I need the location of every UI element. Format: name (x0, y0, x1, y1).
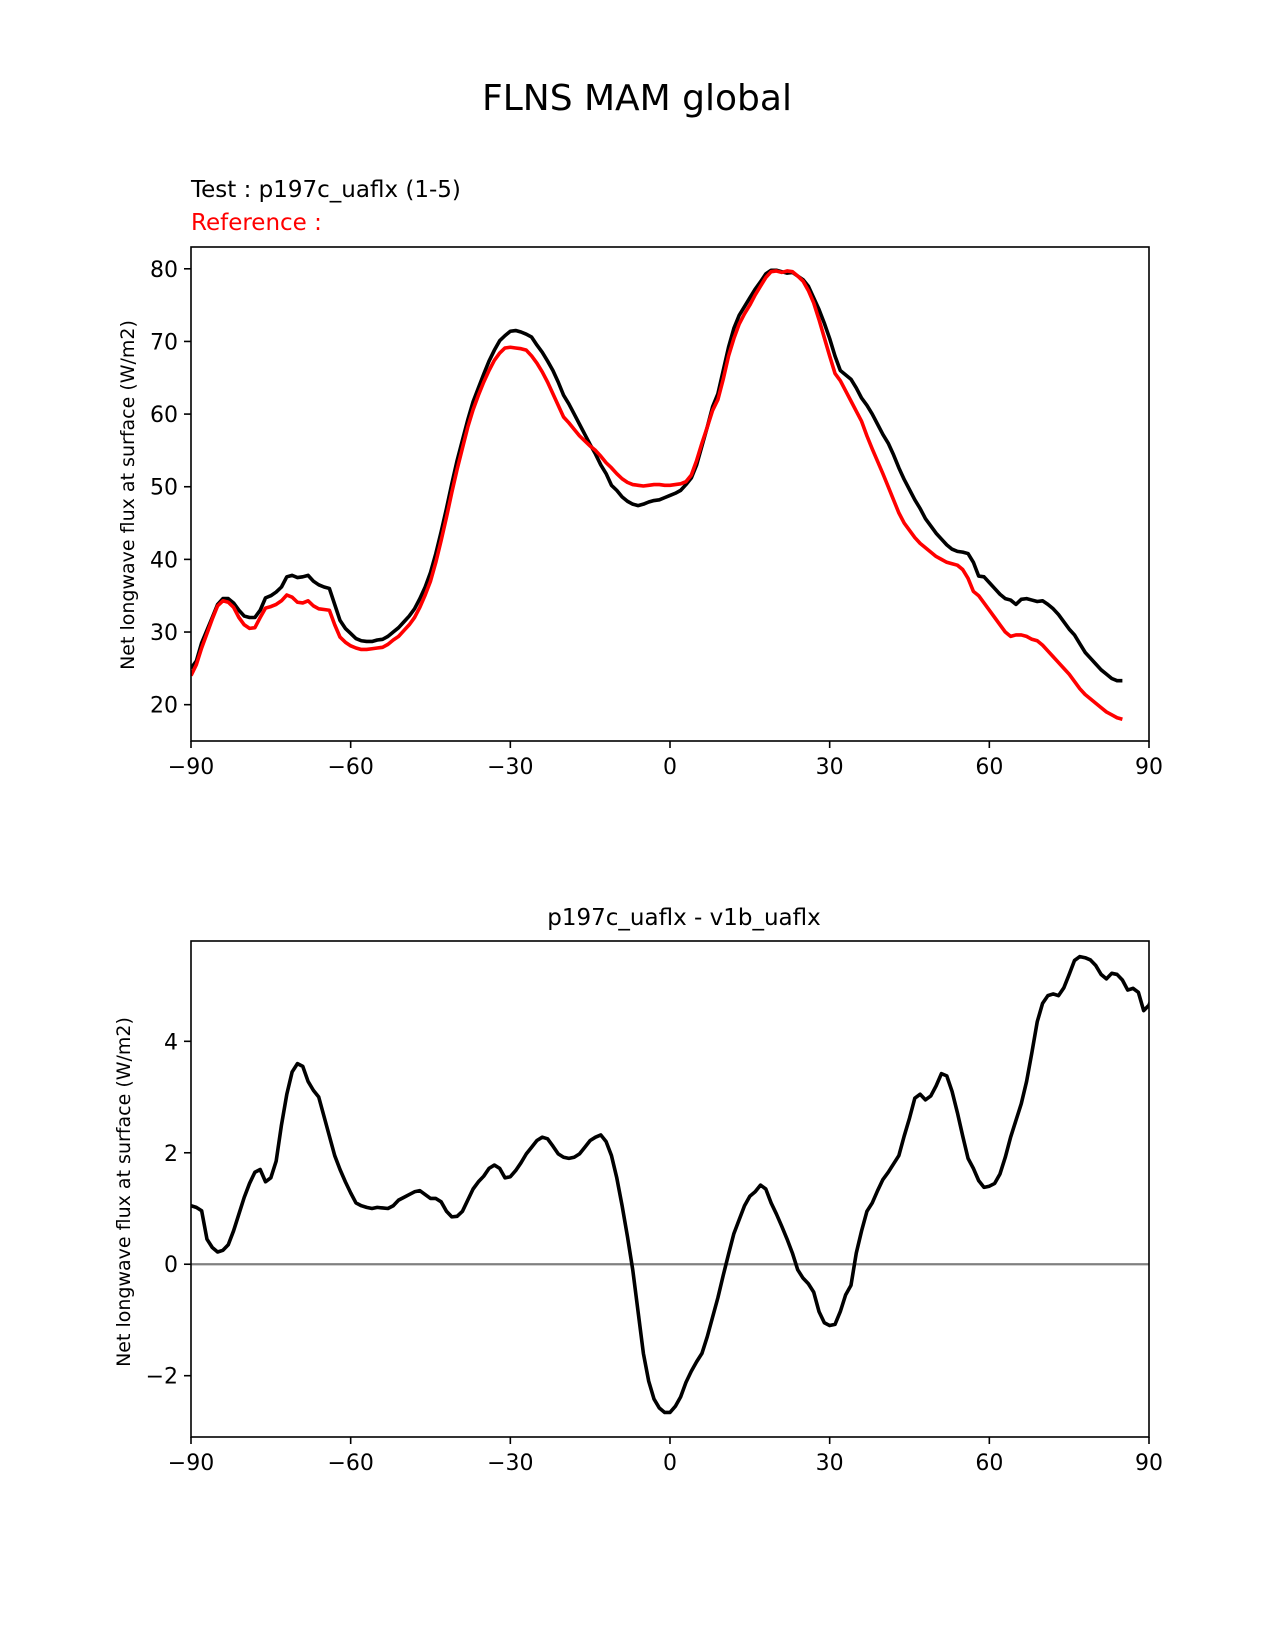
bottom-xtick-label: 0 (663, 1451, 677, 1476)
bottom-series-line-0 (191, 954, 1149, 1415)
bottom-ytick-label: −2 (146, 1365, 178, 1390)
top-xtick-label: −30 (487, 755, 533, 780)
bottom-xtick-label: −90 (168, 1451, 214, 1476)
bottom-xtick-label: 90 (1135, 1451, 1163, 1476)
top-xtick-label: 30 (816, 755, 844, 780)
top-ylabel: Net longwave flux at surface (W/m2) (117, 320, 139, 670)
bottom-ytick-label: 4 (164, 1030, 178, 1055)
bottom-ytick-label: 2 (164, 1142, 178, 1167)
top-series-line-0 (191, 268, 1123, 683)
bottom-xtick-label: 60 (975, 1451, 1003, 1476)
top-ytick-label: 30 (150, 621, 178, 646)
top-series-line-1 (191, 269, 1123, 721)
top-ytick-label: 40 (150, 548, 178, 573)
bottom-ytick-label: 0 (164, 1253, 178, 1278)
top-ytick-label: 20 (150, 694, 178, 719)
bottom-chart: p197c_uaflx - v1b_uaflx Net longwave flu… (113, 905, 1163, 1476)
bottom-plot-area: −90 −60 −30 0 30 60 90 −2 0 2 4 (146, 940, 1163, 1476)
top-plot-area: −90 −60 −30 0 30 60 90 20 30 40 50 60 70 80 (150, 246, 1163, 780)
reference-header: Reference : (191, 210, 322, 236)
top-chart: Test : p197c_uaflx (1-5) Reference : Net… (117, 177, 1163, 780)
bottom-xtick-label: 30 (816, 1451, 844, 1476)
top-xtick-label: 90 (1135, 755, 1163, 780)
bottom-ylabel: Net longwave flux at surface (W/m2) (113, 1017, 135, 1367)
top-xtick-label: −90 (168, 755, 214, 780)
top-ytick-label: 50 (150, 476, 178, 501)
top-ytick-label: 60 (150, 403, 178, 428)
top-ytick-label: 70 (150, 330, 178, 355)
bottom-frame (190, 940, 1150, 1438)
top-ytick-label: 80 (150, 258, 178, 283)
figure-title: FLNS MAM global (482, 78, 792, 119)
bottom-xtick-label: −30 (487, 1451, 533, 1476)
top-xtick-label: 60 (975, 755, 1003, 780)
bottom-title: p197c_uaflx - v1b_uaflx (547, 905, 820, 931)
test-header: Test : p197c_uaflx (1-5) (190, 177, 461, 203)
bottom-xtick-label: −60 (327, 1451, 373, 1476)
top-xtick-label: 0 (663, 755, 677, 780)
top-xtick-label: −60 (327, 755, 373, 780)
